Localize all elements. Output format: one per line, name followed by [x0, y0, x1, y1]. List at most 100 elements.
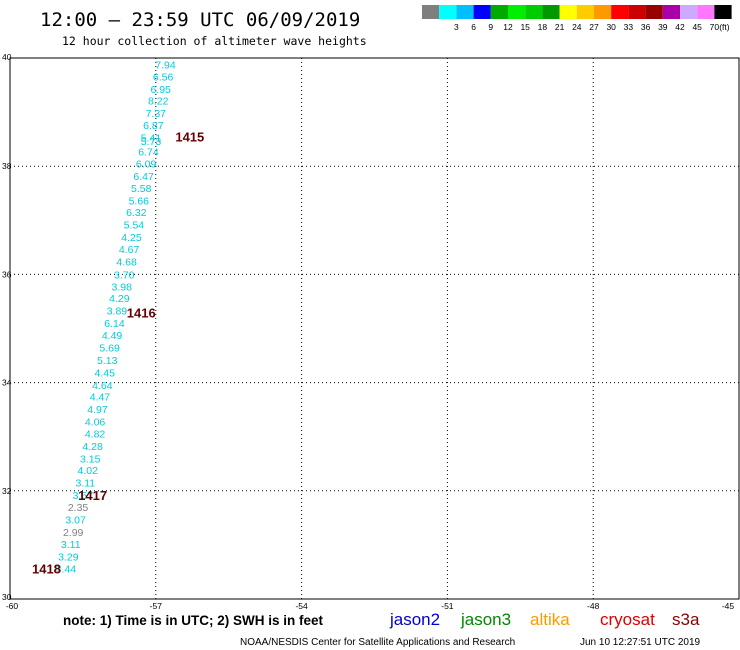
color-scale-swatch	[542, 5, 560, 19]
wave-height-label: 3.07	[65, 514, 86, 526]
color-scale-swatch	[439, 5, 457, 19]
color-scale-swatch	[697, 5, 715, 19]
wave-height-label: 4.82	[85, 428, 106, 440]
color-scale-label: 70	[710, 22, 720, 32]
wave-height-label: 3.11	[75, 478, 95, 490]
wave-height-label: 6.09	[136, 158, 157, 170]
wave-height-label: 6.56	[153, 71, 174, 83]
plot-frame	[9, 57, 740, 600]
color-scale-label: 6	[471, 22, 476, 32]
wave-height-label: 5.66	[129, 195, 150, 207]
satellite-legend-s3a: s3a	[672, 610, 700, 629]
color-scale-unit: (ft)	[719, 22, 730, 32]
x-tick-label: -48	[587, 601, 600, 611]
wave-height-label: 3.57	[73, 490, 94, 502]
wave-height-label: 4.49	[102, 330, 123, 342]
color-scale-label: 30	[606, 22, 616, 32]
y-tick-label: 36	[2, 269, 12, 279]
chart-title: 12:00 — 23:59 UTC 06/09/2019	[40, 9, 360, 31]
wave-height-label: 6.74	[138, 147, 159, 159]
x-tick-label: -45	[722, 601, 735, 611]
wave-height-label: 3.98	[112, 281, 133, 293]
wave-height-label: 3.70	[114, 269, 135, 281]
time-label: 1415	[175, 129, 204, 144]
wave-height-label: 6.14	[104, 318, 125, 330]
y-tick-label: 32	[2, 486, 12, 496]
color-scale-label: 39	[658, 22, 668, 32]
color-scale-swatch	[628, 5, 646, 19]
color-scale-swatch	[508, 5, 526, 19]
x-tick-label: -54	[295, 601, 308, 611]
y-tick-label: 34	[2, 378, 12, 388]
wave-height-label: 4.47	[90, 392, 111, 404]
wave-height-label: 4.06	[85, 417, 106, 429]
wave-height-label: 4.64	[92, 380, 113, 392]
wave-height-label: 2.35	[68, 502, 89, 514]
wave-height-label: 8.22	[148, 96, 169, 108]
color-scale-swatch	[456, 5, 474, 19]
y-tick-label: 30	[2, 592, 12, 602]
color-scale-swatch	[559, 5, 577, 19]
wave-height-label: 5.73	[141, 136, 162, 148]
time-labels: 1415 1416 1417 1418	[32, 129, 204, 576]
x-axis-ticks: -60 -57 -54 -51 -48 -45	[6, 601, 735, 611]
color-scale-label: 42	[675, 22, 685, 32]
wave-height-label: 3.44	[56, 564, 77, 576]
color-scale-label: 27	[589, 22, 599, 32]
wave-height-label: 4.68	[116, 256, 137, 268]
color-scale-swatch	[576, 5, 594, 19]
x-tick-label: -60	[6, 601, 19, 611]
legend-note: note: 1) Time is in UTC; 2) SWH is in fe…	[63, 613, 324, 628]
wave-height-label: 5.69	[99, 342, 120, 354]
wave-height-label: 4.45	[95, 367, 116, 379]
satellite-legend-altika: altika	[530, 610, 570, 629]
footer-timestamp: Jun 10 12:27:51 UTC 2019	[580, 637, 701, 648]
color-scale-label: 45	[692, 22, 702, 32]
wave-height-label: 3.15	[80, 453, 101, 465]
wave-height-label: 4.97	[87, 404, 108, 416]
time-label: 1416	[127, 305, 156, 320]
time-label: 1418	[32, 562, 61, 577]
y-tick-label: 40	[2, 52, 12, 62]
color-scale-label: 3	[454, 22, 459, 32]
wave-height-label: 6.87	[143, 120, 164, 132]
color-scale-swatch	[473, 5, 491, 19]
y-tick-label: 38	[2, 161, 12, 171]
wave-height-label: 2.99	[63, 527, 84, 539]
color-scale-swatch	[525, 5, 543, 19]
wave-height-label: 5.58	[131, 183, 152, 195]
wave-height-label: 5.41	[141, 133, 162, 145]
color-scale-swatch	[662, 5, 680, 19]
color-scale-swatch	[714, 5, 732, 19]
color-scale-label: 33	[624, 22, 634, 32]
color-scale-label: 18	[538, 22, 548, 32]
chart-subtitle: 12 hour collection of altimeter wave hei…	[62, 34, 367, 48]
color-scale-label: 21	[555, 22, 565, 32]
time-label: 1417	[78, 488, 107, 503]
wave-height-label: 5.54	[124, 220, 145, 232]
wave-height-label: 4.25	[121, 232, 142, 244]
wave-height-label: 6.47	[133, 171, 154, 183]
color-scale-swatch	[490, 5, 508, 19]
wave-height-label: 7.94	[155, 59, 176, 71]
wave-height-label: 6.32	[126, 207, 147, 219]
color-scale-swatch	[680, 5, 698, 19]
wave-height-label: 3.11	[61, 539, 81, 551]
color-scale: 3 6 9 12 15 18 21 24 27 30 33 36 39 42 45 70 (ft)	[422, 5, 732, 32]
x-tick-label: -51	[441, 601, 454, 611]
satellite-legend-cryosat: cryosat	[600, 610, 655, 629]
wave-height-points: 7.946.566.958.227.376.875.415.736.746.09…	[56, 59, 176, 575]
wave-height-label: 4.02	[78, 465, 99, 477]
x-tick-label: -57	[150, 601, 163, 611]
color-scale-label: 15	[520, 22, 530, 32]
color-scale-swatch	[611, 5, 629, 19]
grid-lines	[10, 58, 739, 599]
color-scale-label: 36	[641, 22, 651, 32]
wave-height-label: 6.95	[150, 84, 171, 96]
satellite-legend-jason2: jason2	[389, 610, 440, 629]
wave-height-label: 4.28	[82, 441, 103, 453]
y-axis-ticks: 30 32 34 36 38 40	[2, 52, 12, 602]
satellite-legend-jason3: jason3	[460, 610, 511, 629]
